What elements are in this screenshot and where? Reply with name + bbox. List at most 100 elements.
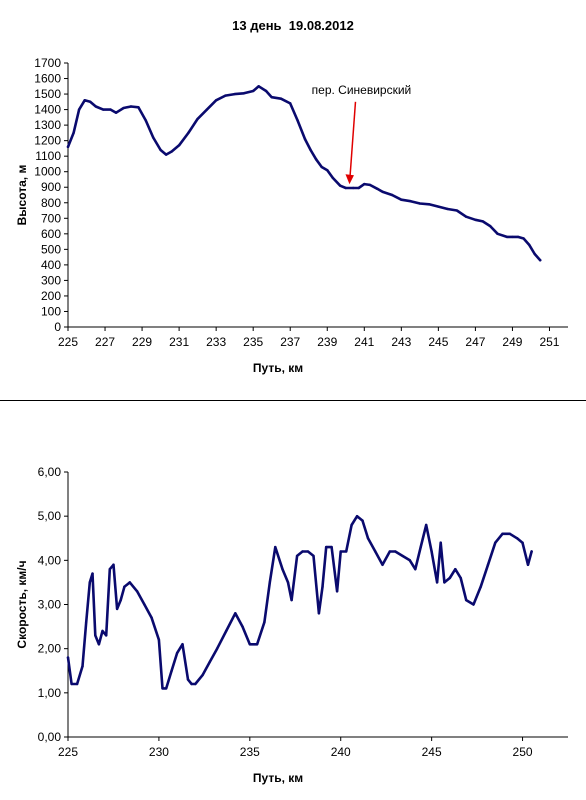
elevation-data-point — [242, 92, 246, 95]
speed-data-point — [108, 567, 112, 571]
speed-data-point — [472, 603, 475, 606]
speed-data-point — [175, 651, 179, 655]
speed-data-point — [515, 537, 519, 540]
elevation-xtick-label: 229 — [132, 335, 152, 349]
elevation-data-point — [409, 200, 412, 203]
speed-chart: 0,00 1,00 2,00 3,00 4,00 5,00 6,00 225 230 235 240… — [15, 465, 568, 785]
elevation-data-point — [187, 131, 190, 135]
speed-data-point — [521, 541, 524, 544]
elevation-data-point — [164, 153, 168, 156]
speed-data-point — [201, 673, 204, 677]
speed-data-point — [286, 581, 290, 584]
speed-data-point — [439, 541, 442, 544]
elevation-data-point — [505, 235, 509, 239]
speed-xtick-label: 225 — [58, 745, 78, 759]
speed-data-point — [321, 585, 324, 589]
elevation-data-point — [464, 215, 468, 218]
elevation-data-point — [455, 209, 459, 212]
speed-data-point — [190, 682, 193, 686]
speed-data-point — [443, 581, 446, 584]
elevation-data-point — [303, 137, 307, 141]
elevation-data-point — [170, 150, 173, 153]
elevation-data-point — [376, 187, 379, 190]
speed-data-point — [248, 643, 252, 646]
speed-data-point — [112, 563, 115, 566]
speed-data-point — [84, 620, 88, 624]
elevation-ytick-label: 0 — [54, 320, 61, 334]
speed-x-axis-title: Путь, км — [253, 771, 303, 785]
speed-data-point — [459, 576, 462, 580]
elevation-data-point — [89, 100, 92, 104]
elevation-xtick-label: 239 — [317, 335, 337, 349]
speed-data-point — [381, 563, 384, 566]
speed-data-point — [97, 643, 101, 646]
speed-ytick-label: 1,00 — [38, 686, 62, 700]
speed-data-point — [119, 598, 122, 602]
elevation-xtick-label: 237 — [280, 335, 300, 349]
elevation-data-point — [309, 148, 312, 152]
elevation-data-point — [400, 198, 403, 201]
speed-data-point — [394, 550, 397, 553]
elevation-data-point — [344, 186, 347, 190]
elevation-data-point — [264, 89, 268, 93]
speed-data-point — [263, 620, 266, 624]
speed-data-point — [339, 550, 342, 553]
elevation-data-point — [320, 165, 323, 169]
speed-data-point — [241, 625, 244, 628]
speed-data-point — [317, 612, 321, 615]
elevation-data-point — [533, 252, 536, 256]
elevation-data-point — [511, 235, 514, 239]
speed-data-point — [101, 629, 104, 633]
speed-data-point — [501, 532, 504, 536]
elevation-ytick-label: 800 — [41, 196, 61, 210]
speed-data-point — [186, 678, 190, 681]
elevation-data-point — [144, 119, 147, 122]
elevation-data-point — [205, 108, 209, 111]
speed-y-axis-title: Скорость, км/ч — [15, 560, 29, 648]
speed-data-point — [70, 682, 73, 686]
speed-data-point — [335, 590, 339, 593]
elevation-data-point — [66, 145, 70, 149]
page-title: 13 день 19.08.2012 — [232, 18, 354, 33]
elevation-ytick-label: 1500 — [34, 87, 61, 101]
speed-ytick-label: 4,00 — [38, 553, 62, 567]
speed-data-point — [115, 607, 119, 611]
elevation-data-point — [137, 106, 140, 109]
elevation-data-point — [151, 136, 155, 139]
speed-data-point — [526, 563, 530, 566]
speed-data-point — [224, 629, 228, 633]
elevation-data-point — [357, 186, 360, 190]
speed-ytick-label: 2,00 — [38, 642, 62, 656]
elevation-xtick-label: 233 — [206, 335, 226, 349]
speed-xtick-label: 235 — [240, 745, 260, 759]
elevation-data-point — [446, 207, 449, 211]
speed-data-point — [281, 567, 284, 571]
elevation-series-line — [66, 85, 542, 262]
elevation-ytick-label: 1600 — [34, 72, 61, 86]
speed-data-point — [419, 545, 422, 549]
speed-data-point — [530, 550, 533, 553]
elevation-data-point — [257, 85, 260, 88]
elevation-data-point — [381, 190, 385, 194]
elevation-data-point — [177, 144, 181, 147]
elevation-ytick-label: 500 — [41, 242, 61, 256]
speed-ytick-label: 6,00 — [38, 465, 62, 479]
elevation-y-axis-title: Высота, м — [15, 165, 29, 226]
elevation-ytick-label: 400 — [41, 258, 61, 272]
speed-data-point — [430, 550, 433, 553]
elevation-data-point — [368, 183, 372, 187]
elevation-xtick-label: 243 — [391, 335, 411, 349]
speed-data-point — [234, 612, 237, 615]
elevation-data-point — [527, 243, 531, 246]
speed-data-point — [414, 567, 417, 571]
elevation-data-point — [437, 205, 440, 208]
elevation-xtick-label: 235 — [243, 335, 263, 349]
elevation-data-point — [496, 232, 499, 236]
elevation-data-point — [279, 97, 283, 100]
elevation-ytick-label: 200 — [41, 289, 61, 303]
elevation-data-point — [481, 220, 485, 223]
elevation-data-point — [129, 105, 133, 108]
elevation-data-point — [339, 184, 342, 187]
elevation-ytick-label: 1200 — [34, 134, 61, 148]
